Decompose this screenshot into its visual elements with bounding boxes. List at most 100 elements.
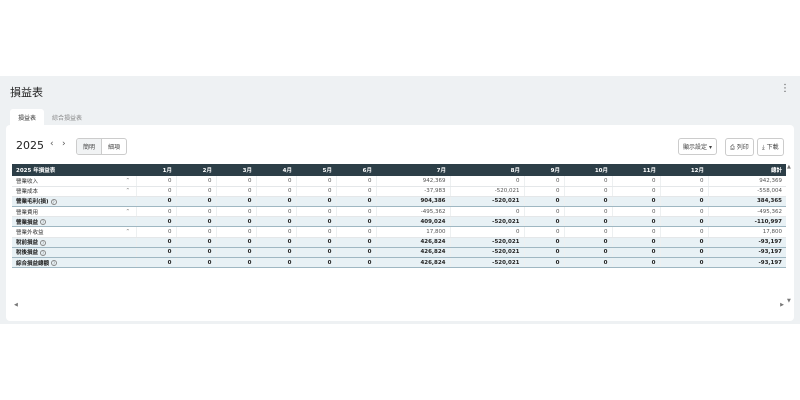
print-label: 列印: [736, 144, 749, 151]
month-value-cell: 0: [659, 216, 708, 228]
month-value-cell: 0: [295, 237, 336, 248]
row-label-cell: 營業成本: [12, 186, 120, 197]
help-icon[interactable]: ?: [40, 219, 47, 226]
month-value-cell: 904,386: [375, 196, 450, 208]
month-value-cell: 0: [135, 257, 176, 269]
scroll-up-icon[interactable]: ▲: [787, 164, 791, 170]
month-value-cell: 0: [335, 196, 376, 208]
month-value-cell: 0: [611, 247, 660, 259]
column-header: 4月: [256, 164, 296, 176]
month-value-cell: -520,021: [449, 196, 524, 208]
row-label-cell: 營業損益?: [12, 216, 120, 228]
month-value-cell: 0: [295, 216, 336, 228]
month-value-cell: 0: [295, 226, 336, 238]
tab-bar: 損益表 綜合損益表: [10, 109, 90, 125]
row-label: 營業費用: [16, 209, 39, 216]
month-value-cell: 0: [215, 186, 256, 197]
help-icon[interactable]: ?: [40, 239, 47, 246]
scroll-right-icon[interactable]: ▶: [780, 302, 784, 308]
collapse-caret-icon[interactable]: ⌃: [120, 206, 136, 218]
row-label: 稅後損益: [16, 250, 39, 257]
month-value-cell: 0: [175, 186, 216, 197]
month-value-cell: 0: [135, 226, 176, 238]
summary-row: 綜合損益總額? 0 0 0 0 0 0 426,824 -520,021 0 0 0 0 -93,197: [12, 257, 786, 269]
month-value-cell: 0: [175, 247, 216, 259]
month-value-cell: 0: [255, 176, 296, 187]
collapse-caret-icon[interactable]: ⌃: [120, 226, 136, 238]
row-label-cell: 稅後損益?: [12, 247, 120, 259]
month-value-cell: 0: [255, 196, 296, 208]
horizontal-scrollbar[interactable]: ◀ ▶: [12, 302, 786, 310]
income-table: 2025 年損益表 1月 2月 3月 4月 5月 6月 7月 8月 9月 10月 11月 12月 總計 營…: [12, 164, 786, 269]
column-header: 7月: [376, 164, 450, 176]
month-value-cell: -520,021: [449, 257, 524, 269]
month-value-cell: 0: [523, 257, 564, 269]
month-value-cell: 0: [335, 176, 376, 187]
month-value-cell: 0: [611, 186, 660, 197]
help-icon[interactable]: ?: [51, 260, 58, 267]
total-cell: -110,997: [707, 216, 786, 228]
month-value-cell: -37,983: [375, 186, 450, 197]
tab-income-statement[interactable]: 損益表: [10, 109, 45, 125]
total-cell: 384,365: [707, 196, 786, 208]
download-button[interactable]: ⤓ 下載: [757, 138, 784, 156]
income-table-container: 2025 年損益表 1月 2月 3月 4月 5月 6月 7月 8月 9月 10月 11月 12月 總計 營…: [12, 164, 786, 269]
scroll-down-icon[interactable]: ▼: [787, 298, 791, 304]
month-value-cell: 0: [255, 237, 296, 248]
month-value-cell: 0: [659, 257, 708, 269]
column-header: 11月: [612, 164, 660, 176]
month-value-cell: 426,824: [375, 247, 450, 259]
chevron-left-icon[interactable]: ‹: [50, 139, 54, 149]
summary-row: 營業損益? 0 0 0 0 0 0 409,024 -520,021 0 0 0 0 -110,997: [12, 216, 786, 228]
month-value-cell: 0: [335, 186, 376, 197]
column-header: 9月: [524, 164, 564, 176]
month-value-cell: 0: [659, 186, 708, 197]
month-value-cell: -520,021: [449, 247, 524, 259]
tab-comprehensive-income[interactable]: 綜合損益表: [52, 115, 83, 122]
month-value-cell: 0: [563, 247, 612, 259]
scroll-left-icon[interactable]: ◀: [14, 302, 18, 308]
row-label: 營業外收益: [16, 230, 44, 237]
display-settings-button[interactable]: 顯示設定 ▾: [678, 138, 717, 155]
month-value-cell: 426,824: [375, 257, 450, 269]
empty-caret-cell: [120, 196, 136, 208]
month-value-cell: 0: [611, 196, 660, 208]
help-icon[interactable]: ?: [50, 198, 57, 205]
row-label-cell: 營業毛利(損)?: [12, 196, 120, 208]
view-brief-button[interactable]: 簡明: [77, 139, 102, 154]
view-toggle: 簡明 細項: [76, 138, 128, 155]
collapse-caret-icon[interactable]: ⌃: [120, 186, 136, 197]
table-row: 營業收入 ⌃ 0 0 0 0 0 0 942,369 0 0 0 0 0 942,369: [12, 176, 786, 187]
month-value-cell: 0: [255, 247, 296, 259]
month-value-cell: 0: [255, 226, 296, 238]
month-value-cell: 0: [563, 206, 612, 218]
month-value-cell: 0: [523, 226, 564, 238]
chevron-right-icon[interactable]: ›: [62, 139, 66, 149]
vertical-scrollbar[interactable]: ▲ ▼: [787, 164, 793, 304]
month-value-cell: 0: [175, 216, 216, 228]
month-value-cell: 426,824: [375, 237, 450, 248]
month-value-cell: 0: [449, 176, 524, 187]
table-row: 營業外收益 ⌃ 0 0 0 0 0 0 17,800 0 0 0 0 0 17,800: [12, 226, 786, 238]
empty-caret-cell: [120, 257, 136, 269]
total-cell: -93,197: [707, 237, 786, 248]
month-value-cell: 0: [563, 216, 612, 228]
view-detail-button[interactable]: 細項: [101, 139, 126, 154]
print-button[interactable]: ⎙ 列印: [725, 138, 754, 156]
month-value-cell: 0: [135, 237, 176, 248]
help-icon[interactable]: ?: [40, 249, 47, 256]
month-value-cell: 0: [215, 206, 256, 218]
table-header-row: 2025 年損益表 1月 2月 3月 4月 5月 6月 7月 8月 9月 10月 11月 12月 總計: [12, 164, 786, 176]
total-cell: -558,004: [707, 186, 786, 197]
month-value-cell: 0: [523, 196, 564, 208]
row-label: 綜合損益總額: [16, 260, 50, 267]
download-icon: ⤓: [762, 144, 765, 151]
row-label: 營業毛利(損): [16, 199, 49, 206]
kebab-menu-icon[interactable]: ⋮: [780, 83, 790, 94]
month-value-cell: 0: [295, 247, 336, 259]
row-label-cell: 營業收入: [12, 176, 120, 187]
collapse-caret-icon[interactable]: ⌃: [120, 176, 136, 187]
month-value-cell: 0: [563, 186, 612, 197]
month-value-cell: 0: [215, 257, 256, 269]
total-cell: -495,362: [707, 206, 786, 218]
